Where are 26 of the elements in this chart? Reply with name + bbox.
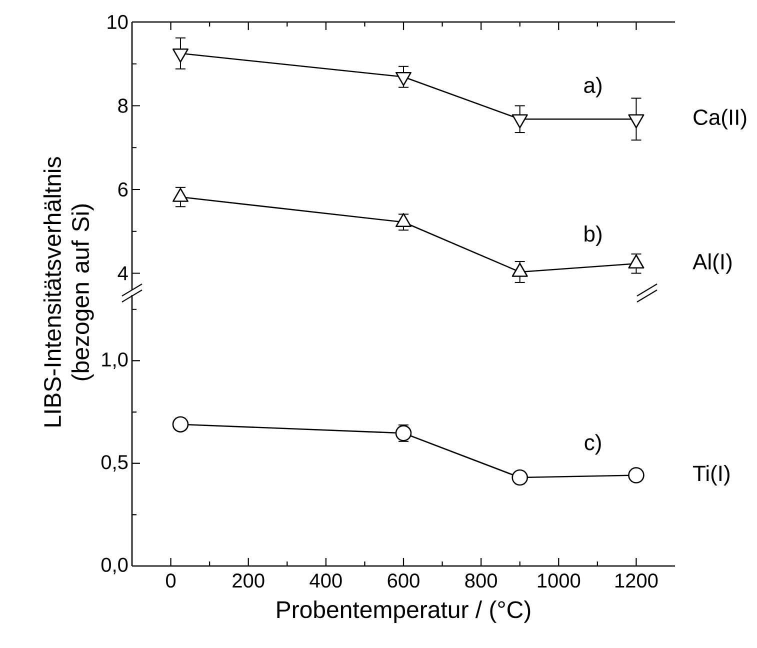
y-tick-label: 8 [118, 98, 128, 113]
annotation: c) [584, 434, 601, 455]
y-tick-label: 4 [118, 266, 128, 280]
y-axis-title: LIBS-Intensitätsverhältnis (bezogen auf Si) [43, 157, 94, 426]
annotation: b) [584, 226, 602, 246]
y-tick-label: 6 [118, 182, 128, 197]
point [628, 467, 644, 484]
text: Al(I) [692, 253, 732, 274]
y-tick-label: 0,0 [101, 558, 128, 574]
x-tick-label: 0 [166, 574, 176, 588]
x-tick-label: 400 [310, 574, 342, 588]
x-tick-label: 600 [388, 574, 420, 588]
point [512, 469, 528, 486]
point [395, 425, 412, 442]
x-axis-title: Probentemperatur / (°C) [277, 600, 530, 623]
x-tick-label: 200 [232, 574, 264, 588]
x-tick-label: 800 [465, 574, 497, 588]
y-tick-label: 0,5 [101, 455, 128, 472]
y-tick-label: 10 [108, 14, 128, 30]
x-tick-label: 1200 [615, 574, 658, 588]
x-tick-label: 1000 [538, 574, 580, 588]
text: Ca(II) [694, 108, 746, 130]
y-tick-label: 1,0 [102, 352, 128, 369]
annotation: a) [584, 76, 602, 98]
text: Ti(I) [693, 465, 730, 486]
point [172, 416, 189, 432]
